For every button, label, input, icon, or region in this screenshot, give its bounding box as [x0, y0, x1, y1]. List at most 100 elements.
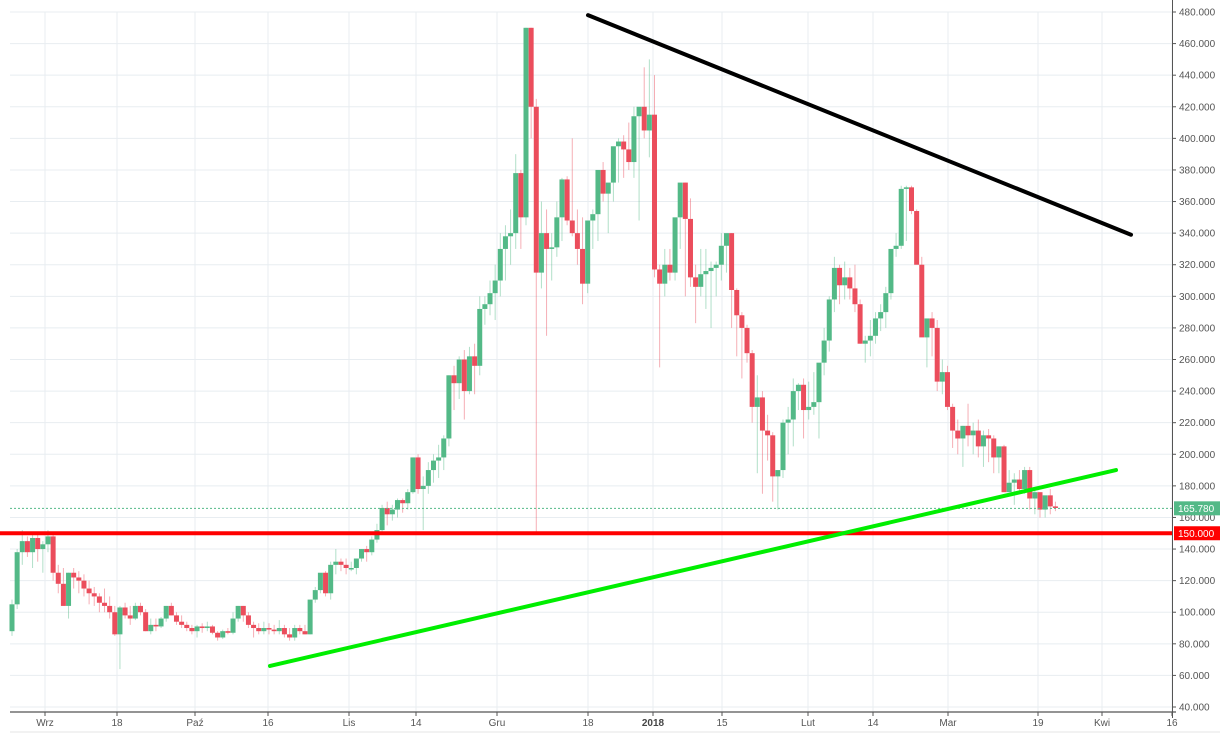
candle-down [281, 628, 287, 635]
candle-down [564, 179, 570, 221]
candle-down [734, 290, 740, 316]
candle-up [410, 457, 416, 493]
candle-down [215, 632, 221, 638]
price-tick-label: 400.000 [1179, 134, 1216, 145]
candle-down [55, 572, 61, 584]
price-axis[interactable]: 40.000 60.000 80.000 100.000 120.000 140.000 1… [1172, 0, 1216, 718]
candle-down [50, 536, 56, 573]
candle-up [497, 248, 503, 281]
chart-grid [10, 11, 1173, 712]
candle-down [950, 406, 956, 431]
price-tick-label: 480.000 [1179, 8, 1216, 19]
candle-down [168, 605, 174, 616]
candle-up [867, 335, 873, 341]
candle-down [580, 248, 586, 284]
candle-up [523, 27, 529, 218]
trendline-resistance[interactable] [586, 13, 1133, 237]
candle-up [806, 406, 812, 411]
price-tick-label: 440.000 [1179, 71, 1216, 82]
candle-down [364, 549, 370, 553]
candle-down [24, 541, 30, 553]
candle-down [749, 353, 755, 407]
candle-up [482, 304, 488, 309]
candle-down [919, 264, 925, 338]
candle-up [466, 356, 472, 392]
candle-up [395, 500, 400, 510]
candle-up [831, 267, 837, 300]
candle-down [770, 435, 776, 477]
candle-down [302, 631, 308, 635]
candle-down [929, 318, 935, 328]
candle-up [549, 247, 555, 249]
candle-down [914, 211, 920, 265]
candle-up [816, 362, 822, 403]
candle-up [970, 430, 976, 436]
candle-up [328, 564, 334, 594]
candle-down [652, 114, 657, 270]
candle-down [626, 149, 632, 163]
time-tick-label: Kwi [1094, 718, 1110, 729]
candle-down [744, 327, 750, 354]
candle-down [153, 624, 159, 627]
candle-down [965, 425, 971, 436]
candle-up [590, 214, 596, 221]
candle-up [1022, 470, 1028, 490]
candle-down [91, 593, 97, 597]
candle-up [487, 293, 493, 305]
candle-up [708, 267, 714, 272]
candle-up [405, 492, 411, 504]
time-tick-label: Wrz [36, 718, 54, 729]
candle-down [240, 605, 246, 616]
price-tick-label: 360.000 [1179, 197, 1216, 208]
trendline-support[interactable] [268, 468, 1118, 668]
candle-down [837, 267, 843, 286]
candle-up [261, 628, 267, 632]
level-price-badge [1174, 526, 1220, 541]
candle-down [975, 430, 981, 447]
candle-up [898, 188, 904, 246]
candle-down [81, 580, 87, 589]
price-tick-label: 140.000 [1179, 545, 1216, 556]
trendlines[interactable] [268, 13, 1133, 668]
candle-down [847, 277, 853, 289]
candle-down [184, 624, 190, 629]
candle-down [600, 169, 606, 194]
candle-up [672, 217, 678, 273]
candle-up [795, 384, 801, 392]
candle-down [96, 596, 102, 603]
candle-down [991, 438, 997, 458]
candle-down [759, 397, 765, 431]
candle-up [821, 340, 827, 363]
candle-up [723, 233, 729, 246]
candle-down [122, 607, 128, 616]
candle-down [189, 628, 195, 632]
last-price-badge [1174, 501, 1220, 516]
candle-up [45, 536, 51, 545]
candle-down [687, 218, 693, 278]
candle-up [19, 541, 25, 553]
candle-down [461, 359, 467, 392]
time-tick-label: Mar [939, 718, 957, 729]
candle-up [780, 422, 786, 471]
candle-up [235, 605, 241, 619]
candle-down [955, 430, 961, 439]
candle-down [287, 634, 293, 638]
candle-down [271, 629, 277, 632]
candle-up [811, 402, 817, 407]
price-labels: 165.780 150.000 [1174, 501, 1220, 541]
candle-down [297, 628, 303, 632]
time-tick-label: Lut [801, 718, 815, 729]
candle-up [30, 537, 36, 553]
candle-up [14, 552, 20, 605]
candle-up [446, 375, 452, 439]
candle-up [775, 470, 781, 477]
time-tick-label: 14 [410, 718, 422, 729]
candle-up [616, 141, 622, 147]
candle-up [292, 628, 298, 638]
candle-down [199, 626, 205, 629]
candle-up [754, 397, 760, 407]
candle-down [143, 612, 149, 632]
time-axis[interactable]: Wrz 18 Paź 16 Lis 14 Gru 18 2018 15 Lut 14 Mar 19 Kwi 1… [10, 711, 1220, 733]
candle-down [682, 182, 688, 219]
